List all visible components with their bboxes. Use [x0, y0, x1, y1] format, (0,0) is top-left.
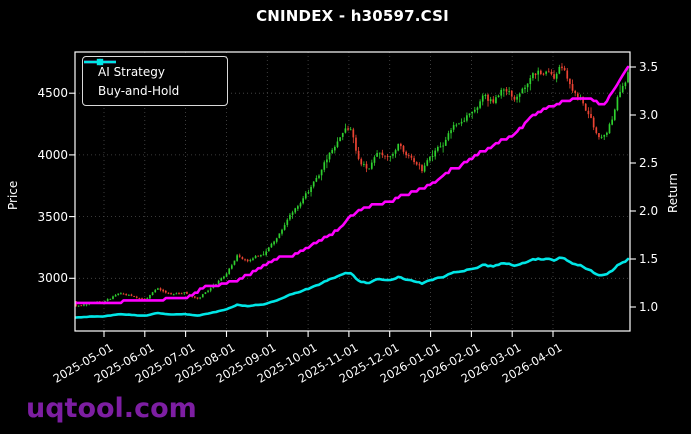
price-tick-label: 4500	[37, 86, 68, 100]
legend-line-sample	[84, 58, 116, 66]
price-tick-label: 3500	[37, 210, 68, 224]
chart-title: CNINDEX - h30597.CSI	[256, 7, 449, 25]
price-tick-label: 4000	[37, 148, 68, 162]
return-tick-label: 3.5	[639, 60, 659, 74]
axis-ticks	[69, 66, 636, 337]
plot-border	[74, 51, 631, 332]
legend-label: AI Strategy	[98, 64, 165, 79]
return-tick-label: 1.0	[639, 300, 659, 314]
legend-label: Buy-and-Hold	[98, 83, 180, 98]
return-tick-label: 1.5	[639, 252, 659, 266]
watermark: uqtool.com	[26, 393, 197, 424]
price-tick-label: 3000	[37, 271, 68, 285]
return-tick-label: 3.0	[639, 108, 659, 122]
buy-and-hold-line	[75, 256, 630, 319]
legend-box: AI Strategy Buy-and-Hold	[82, 56, 228, 106]
legend-item: Buy-and-Hold	[84, 58, 219, 100]
grid-lines	[75, 52, 630, 331]
return-tick-label: 2.0	[639, 204, 659, 218]
return-tick-label: 2.5	[639, 156, 659, 170]
left-axis-label: Price	[6, 180, 20, 210]
ai-strategy-line	[75, 65, 630, 305]
